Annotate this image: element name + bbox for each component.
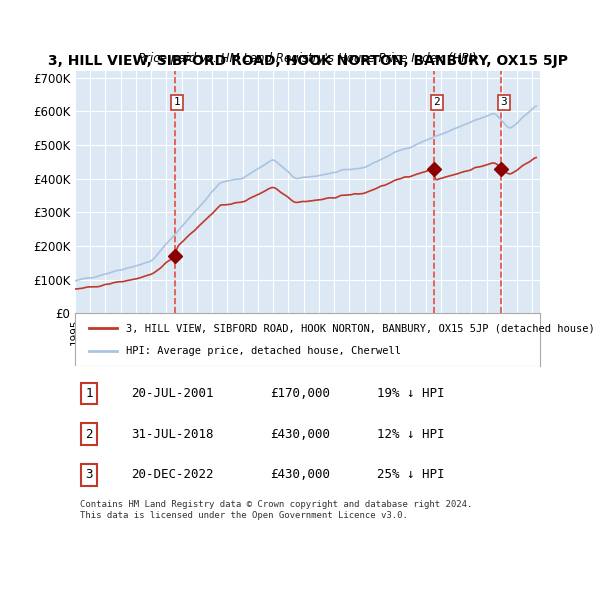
Text: 2: 2 [85,428,93,441]
Text: 3, HILL VIEW, SIBFORD ROAD, HOOK NORTON, BANBURY, OX15 5JP (detached house): 3, HILL VIEW, SIBFORD ROAD, HOOK NORTON,… [126,323,595,333]
Title: 3, HILL VIEW, SIBFORD ROAD, HOOK NORTON, BANBURY, OX15 5JP: 3, HILL VIEW, SIBFORD ROAD, HOOK NORTON,… [47,54,568,68]
Text: 3: 3 [500,97,507,107]
Text: 12% ↓ HPI: 12% ↓ HPI [377,428,445,441]
Text: 1: 1 [85,387,93,400]
Text: 31-JUL-2018: 31-JUL-2018 [131,428,214,441]
Text: Contains HM Land Registry data © Crown copyright and database right 2024.
This d: Contains HM Land Registry data © Crown c… [80,500,472,520]
Text: 19% ↓ HPI: 19% ↓ HPI [377,387,445,400]
Text: 2: 2 [433,97,440,107]
Text: 1: 1 [174,97,181,107]
Text: Price paid vs. HM Land Registry's House Price Index (HPI): Price paid vs. HM Land Registry's House … [138,52,477,65]
Text: £430,000: £430,000 [270,428,330,441]
Text: 20-JUL-2001: 20-JUL-2001 [131,387,214,400]
Text: 25% ↓ HPI: 25% ↓ HPI [377,468,445,481]
Text: 3: 3 [85,468,93,481]
Text: HPI: Average price, detached house, Cherwell: HPI: Average price, detached house, Cher… [126,346,401,356]
Text: £170,000: £170,000 [270,387,330,400]
Text: £430,000: £430,000 [270,468,330,481]
Text: 20-DEC-2022: 20-DEC-2022 [131,468,214,481]
